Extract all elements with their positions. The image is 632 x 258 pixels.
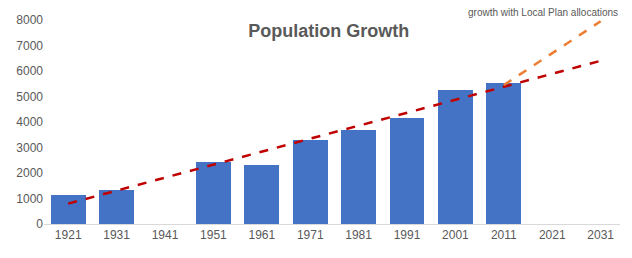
svg-text:2001: 2001 xyxy=(442,228,469,242)
svg-text:2031: 2031 xyxy=(587,228,614,242)
svg-text:1971: 1971 xyxy=(297,228,324,242)
svg-text:1981: 1981 xyxy=(345,228,372,242)
svg-text:growth with Local Plan allocat: growth with Local Plan allocations xyxy=(468,7,618,18)
svg-text:6000: 6000 xyxy=(16,64,43,78)
svg-text:1951: 1951 xyxy=(200,228,227,242)
svg-text:4000: 4000 xyxy=(16,115,43,129)
svg-text:1941: 1941 xyxy=(152,228,179,242)
svg-text:8000: 8000 xyxy=(16,13,43,27)
svg-text:1931: 1931 xyxy=(103,228,130,242)
svg-text:7000: 7000 xyxy=(16,39,43,53)
svg-text:1991: 1991 xyxy=(394,228,421,242)
svg-text:1961: 1961 xyxy=(248,228,275,242)
svg-text:2021: 2021 xyxy=(539,228,566,242)
svg-text:3000: 3000 xyxy=(16,141,43,155)
svg-text:1921: 1921 xyxy=(55,228,82,242)
svg-text:0: 0 xyxy=(36,217,43,231)
svg-text:2011: 2011 xyxy=(491,228,517,242)
svg-text:2000: 2000 xyxy=(16,166,43,180)
svg-text:5000: 5000 xyxy=(16,90,43,104)
svg-text:Population Growth: Population Growth xyxy=(248,21,409,41)
svg-text:1000: 1000 xyxy=(16,192,43,206)
